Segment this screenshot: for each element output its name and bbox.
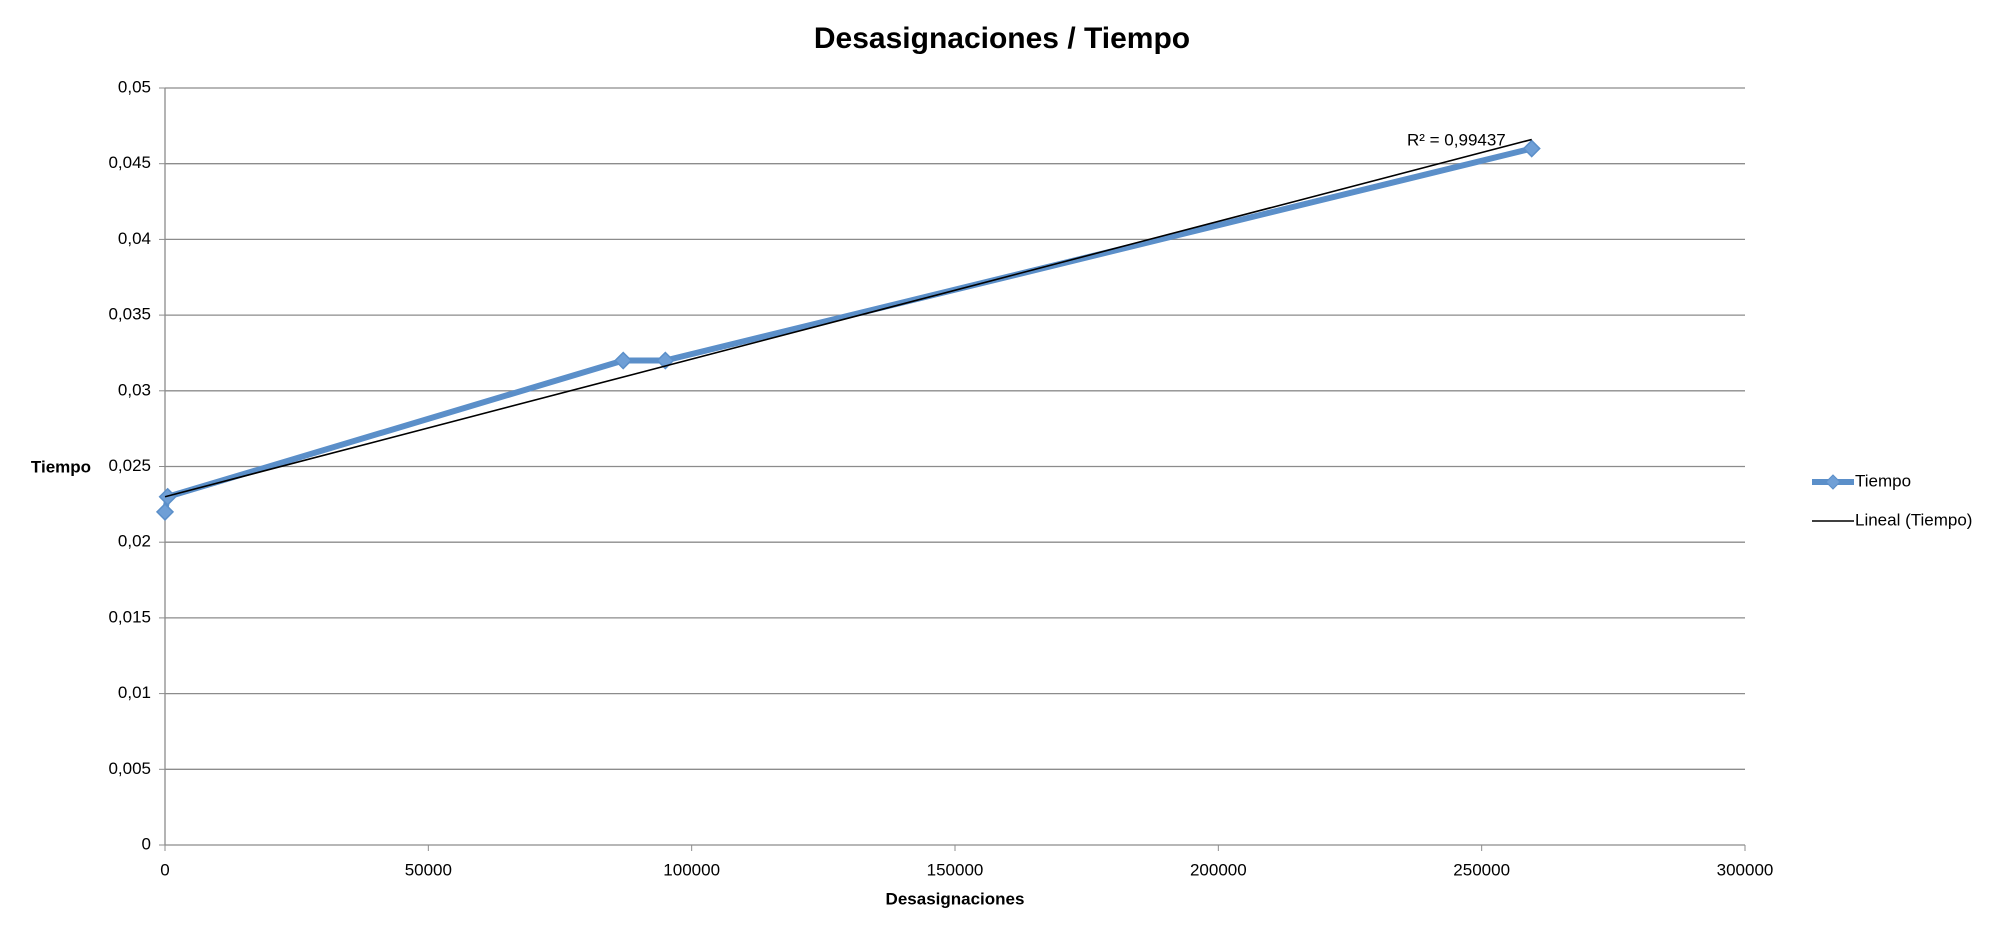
x-tick-label: 100000 bbox=[663, 860, 720, 879]
x-axis-title: Desasignaciones bbox=[886, 889, 1025, 908]
x-tick-label: 300000 bbox=[1717, 860, 1774, 879]
y-tick-label: 0,05 bbox=[118, 77, 151, 96]
legend-marker bbox=[1825, 474, 1841, 490]
y-tick-label: 0 bbox=[142, 834, 151, 853]
x-tick-label: 250000 bbox=[1453, 860, 1510, 879]
legend-label: Lineal (Tiempo) bbox=[1855, 510, 1972, 529]
data-line bbox=[162, 145, 1533, 513]
y-tick-label: 0,015 bbox=[108, 607, 151, 626]
y-tick-label: 0,035 bbox=[108, 305, 151, 324]
x-tick-label: 200000 bbox=[1190, 860, 1247, 879]
x-tick-label: 50000 bbox=[405, 860, 452, 879]
y-tick-label: 0,03 bbox=[118, 380, 151, 399]
y-tick-label: 0,04 bbox=[118, 229, 151, 248]
y-tick-label: 0,045 bbox=[108, 153, 151, 172]
data-marker bbox=[614, 351, 633, 370]
chart-title: Desasignaciones / Tiempo bbox=[814, 22, 1190, 55]
trend-line bbox=[164, 138, 1532, 498]
legend-label: Tiempo bbox=[1855, 471, 1911, 490]
x-tick-label: 0 bbox=[160, 860, 169, 879]
data-marker bbox=[155, 502, 175, 521]
y-tick-label: 0,005 bbox=[108, 759, 151, 778]
y-tick-label: 0,01 bbox=[118, 683, 151, 702]
y-tick-label: 0,025 bbox=[108, 456, 151, 475]
r-squared-annotation: R² = 0,99437 bbox=[1407, 130, 1506, 149]
y-tick-label: 0,02 bbox=[118, 532, 151, 551]
x-tick-label: 150000 bbox=[927, 860, 984, 879]
y-axis-title: Tiempo bbox=[31, 457, 91, 476]
data-marker bbox=[1522, 139, 1541, 158]
